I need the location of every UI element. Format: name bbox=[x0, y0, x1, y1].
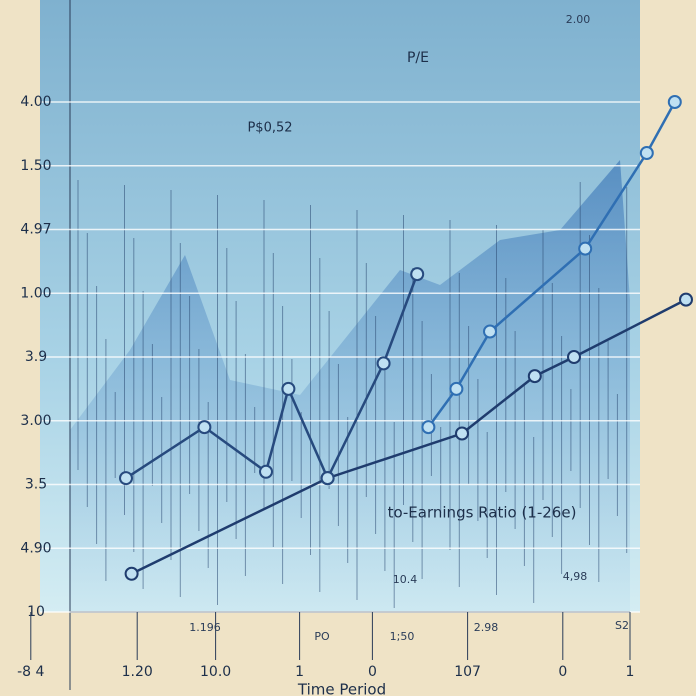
point bbox=[449, 381, 464, 396]
decor-area bbox=[70, 160, 630, 612]
x-tick-label: 107 bbox=[454, 664, 481, 680]
annotation: 1;50 bbox=[390, 630, 415, 643]
y-axis-label: to-Earnings Ratio (1-26e) bbox=[388, 504, 577, 522]
y-tick-label: 10 bbox=[27, 604, 45, 620]
x-tick-label: 0 bbox=[558, 664, 567, 680]
point bbox=[639, 146, 654, 160]
point bbox=[455, 426, 469, 441]
point bbox=[527, 369, 542, 384]
point bbox=[567, 350, 581, 364]
x-axis-label: Time Period bbox=[297, 681, 386, 696]
point bbox=[259, 464, 273, 479]
point bbox=[667, 95, 682, 109]
y-tick-label: 3.5 bbox=[25, 477, 47, 493]
y-tick-label: 1.00 bbox=[20, 285, 51, 301]
point bbox=[197, 420, 212, 435]
annotation: 2.00 bbox=[566, 13, 591, 26]
y-tick-label: 4.97 bbox=[20, 222, 51, 238]
x-tick-label: 0 bbox=[368, 664, 377, 680]
point bbox=[320, 471, 335, 486]
line bbox=[131, 298, 687, 575]
point bbox=[281, 381, 296, 396]
point bbox=[578, 241, 593, 256]
x-tick-label: 1.20 bbox=[122, 664, 153, 680]
y-tick-label: 1.50 bbox=[20, 158, 51, 174]
point bbox=[410, 267, 425, 282]
annotation: PO bbox=[314, 630, 330, 643]
y-tick-label: 3.00 bbox=[20, 413, 51, 429]
point bbox=[679, 292, 693, 307]
annotation: 2.98 bbox=[474, 621, 499, 634]
chart-subtitle: P$0,52 bbox=[247, 121, 292, 136]
decor-lines bbox=[77, 180, 628, 608]
x-tick-label: 1 bbox=[295, 664, 304, 680]
y-tick-label: 4.00 bbox=[20, 94, 51, 110]
point bbox=[376, 356, 391, 371]
line bbox=[427, 101, 676, 428]
y-tick-label: 3.9 bbox=[25, 349, 47, 365]
point bbox=[119, 471, 133, 486]
y-tick-label: 4.90 bbox=[20, 540, 51, 556]
x-tick-label: 10.0 bbox=[200, 664, 231, 680]
annotation: S2 bbox=[615, 619, 629, 632]
point bbox=[483, 324, 497, 339]
x-tick-label: 1 bbox=[626, 664, 635, 680]
annotation: 1.196 bbox=[189, 621, 221, 634]
annotation: 4,98 bbox=[563, 570, 588, 583]
annotation: 10.4 bbox=[393, 573, 418, 586]
chart-title: P/E bbox=[407, 50, 429, 66]
point bbox=[421, 420, 436, 435]
point bbox=[124, 566, 139, 581]
x-tick-label: -8 4 bbox=[17, 664, 44, 680]
